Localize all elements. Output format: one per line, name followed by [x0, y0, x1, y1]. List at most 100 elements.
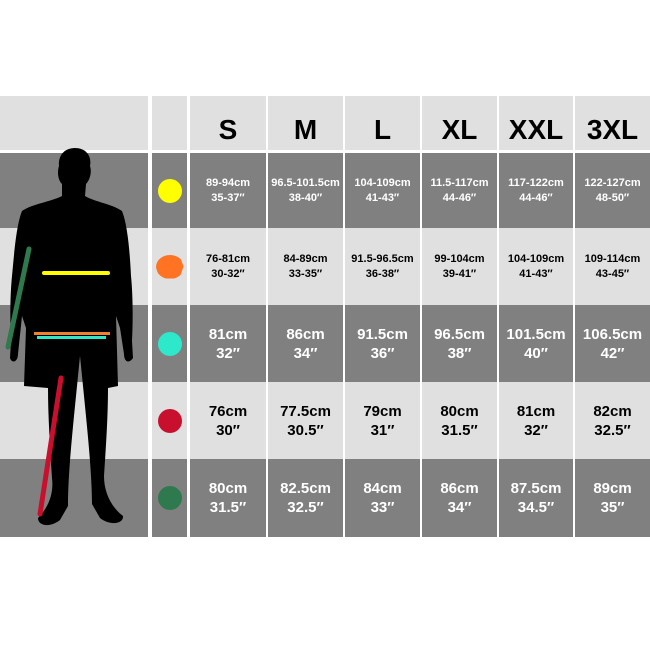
- cm-value: 104-109cm: [354, 176, 411, 189]
- cm-value: 11.5-117cm: [430, 176, 489, 189]
- cm-value: 81cm: [516, 402, 556, 420]
- measurement-cell: 86cm 34″: [422, 459, 497, 537]
- measurement-cell: 91.5-96.5cm 36-38″: [345, 228, 420, 305]
- size-label: M: [293, 114, 318, 145]
- hip-dot-icon: [157, 331, 182, 356]
- measurement-cell: 89cm 35″: [575, 459, 650, 537]
- cm-value: 82.5cm: [280, 480, 331, 497]
- inseam-dot-icon: [157, 408, 182, 433]
- size-label: S: [218, 114, 238, 145]
- cm-value: 109-114cm: [584, 252, 641, 265]
- size-header-M: M: [268, 96, 343, 150]
- cm-value: 80cm: [440, 402, 479, 420]
- measurement-cell: 76cm 30″: [190, 382, 266, 459]
- measurement-cell: 11.5-117cm 44-46″: [422, 153, 497, 228]
- measurement-cell: 77.5cm 30.5″: [268, 382, 343, 459]
- inch-value: 31.5″: [441, 421, 478, 439]
- inch-value: 30″: [216, 421, 240, 439]
- cm-value: 84-89cm: [283, 252, 328, 265]
- measurement-cell: 82cm 32.5″: [575, 382, 650, 459]
- measurement-cell: 99-104cm 39-41″: [422, 228, 497, 305]
- measurement-cell: 96.5cm 38″: [422, 305, 497, 382]
- cm-value: 117-122cm: [508, 176, 564, 189]
- measurement-cell: 79cm 31″: [345, 382, 420, 459]
- sleeve-dot-icon: [157, 486, 182, 510]
- cm-value: 79cm: [363, 402, 402, 420]
- measure-icon-cell: [152, 228, 187, 305]
- cm-value: 76cm: [208, 402, 248, 420]
- inch-value: 34″: [447, 499, 472, 516]
- cm-value: 96.5-101.5cm: [271, 176, 340, 189]
- sleeve-measure-line: [5, 246, 32, 350]
- cm-value: 87.5cm: [510, 480, 562, 497]
- inch-value: 34.5″: [517, 499, 555, 516]
- measurement-cell: 81cm 32″: [190, 305, 266, 382]
- hip-measure-line: [37, 336, 106, 339]
- inch-value: 44-46″: [442, 191, 477, 204]
- inch-value: 33″: [370, 499, 395, 516]
- inch-value: 32.5″: [594, 421, 631, 439]
- inch-value: 48-50″: [595, 191, 630, 204]
- cm-value: 99-104cm: [434, 252, 485, 265]
- inch-value: 33-35″: [288, 267, 323, 280]
- cm-value: 89cm: [593, 480, 632, 497]
- measurement-cell: 91.5cm 36″: [345, 305, 420, 382]
- inch-value: 31″: [370, 421, 395, 439]
- size-header-3XL: 3XL: [575, 96, 650, 150]
- measure-icon-cell: [152, 305, 187, 382]
- cm-value: 91.5-96.5cm: [351, 252, 414, 265]
- waist-dot-icon: [155, 254, 184, 279]
- cm-value: 80cm: [208, 480, 248, 497]
- inch-value: 44-46″: [519, 191, 553, 204]
- measure-icon-cell: [152, 382, 187, 459]
- header-blank-icon: [152, 96, 187, 150]
- inch-value: 41-43″: [519, 267, 553, 280]
- measure-icon-cell: [152, 459, 187, 537]
- inch-value: 30-32″: [211, 267, 245, 280]
- chest-measure-line: [42, 271, 110, 275]
- header-blank-figure: [0, 96, 148, 150]
- measurement-cell: 106.5cm 42″: [575, 305, 650, 382]
- measurement-cell: 122-127cm 48-50″: [575, 153, 650, 228]
- cm-value: 101.5cm: [506, 325, 566, 343]
- measure-icon-cell: [152, 153, 187, 228]
- cm-value: 122-127cm: [584, 176, 641, 189]
- inch-value: 40″: [524, 344, 548, 362]
- cm-value: 91.5cm: [357, 325, 408, 343]
- measurement-cell: 101.5cm 40″: [499, 305, 573, 382]
- measurement-cell: 76-81cm 30-32″: [190, 228, 266, 305]
- measurement-cell: 82.5cm 32.5″: [268, 459, 343, 537]
- inch-value: 41-43″: [365, 191, 400, 204]
- cm-value: 76-81cm: [205, 252, 251, 265]
- measurement-cell: 84-89cm 33-35″: [268, 228, 343, 305]
- measurement-cell: 81cm 32″: [499, 382, 573, 459]
- measurement-cell: 96.5-101.5cm 38-40″: [268, 153, 343, 228]
- cm-value: 86cm: [440, 480, 479, 497]
- cm-value: 81cm: [208, 325, 248, 343]
- inch-value: 38″: [447, 344, 472, 362]
- inch-value: 38-40″: [288, 191, 323, 204]
- inseam-measure-line: [37, 375, 64, 517]
- inch-value: 32″: [216, 344, 240, 362]
- figure-background: [0, 459, 148, 537]
- measurement-cell: 104-109cm 41-43″: [345, 153, 420, 228]
- cm-value: 82cm: [593, 402, 632, 420]
- size-header-S: S: [190, 96, 266, 150]
- inch-value: 35-37″: [211, 191, 245, 204]
- cm-value: 104-109cm: [507, 252, 565, 265]
- size-label: L: [373, 114, 392, 145]
- size-label: XL: [441, 114, 478, 145]
- size-label: XXL: [508, 114, 564, 145]
- measurement-cell: 86cm 34″: [268, 305, 343, 382]
- inch-value: 42″: [600, 344, 625, 362]
- cm-value: 84cm: [363, 480, 402, 497]
- cm-value: 89-94cm: [205, 176, 251, 189]
- inch-value: 32″: [524, 421, 548, 439]
- inch-value: 31.5″: [209, 499, 247, 516]
- inch-value: 39-41″: [442, 267, 477, 280]
- cm-value: 77.5cm: [280, 402, 331, 420]
- measurement-cell: 117-122cm 44-46″: [499, 153, 573, 228]
- cm-value: 86cm: [286, 325, 325, 343]
- cm-value: 106.5cm: [582, 325, 643, 343]
- size-label: 3XL: [586, 114, 639, 145]
